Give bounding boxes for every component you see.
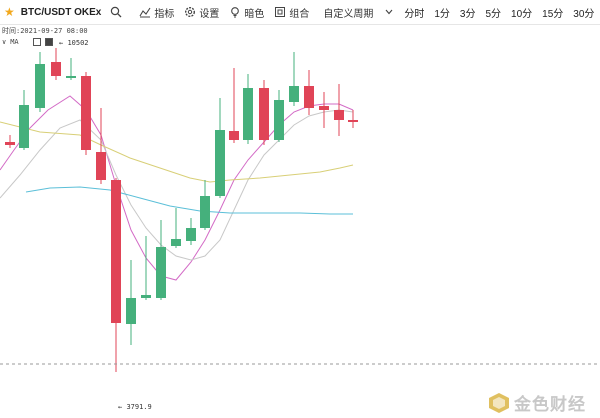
- search-button[interactable]: [105, 0, 130, 24]
- custom-period-button[interactable]: 自定义周期: [323, 8, 374, 20]
- ma-legend: ∨ MA: [2, 38, 53, 46]
- settings-label: 设置: [199, 8, 220, 20]
- period-10m[interactable]: 10分: [511, 8, 533, 20]
- layout-icon: [274, 6, 286, 18]
- candle-body: [96, 152, 106, 180]
- candle-body: [141, 295, 151, 298]
- candle[interactable]: [111, 178, 121, 372]
- candle-body: [215, 130, 225, 196]
- candle-body: [334, 110, 344, 120]
- candle[interactable]: [319, 92, 329, 128]
- period-30m[interactable]: 30分: [573, 8, 595, 20]
- candle-body: [304, 86, 314, 108]
- candle-body: [229, 131, 239, 140]
- period-timeline[interactable]: 分时: [404, 8, 425, 20]
- candle-body: [5, 142, 15, 145]
- candle-body: [126, 298, 136, 324]
- period-3m[interactable]: 3分: [459, 8, 476, 20]
- lightbulb-icon: [229, 6, 241, 18]
- ma-line: [25, 186, 353, 215]
- candle-body: [171, 239, 181, 246]
- candle-body: [200, 196, 210, 228]
- custom-period-dropdown[interactable]: [378, 0, 399, 24]
- search-icon: [110, 6, 122, 18]
- ma-collapse-icon[interactable]: ∨: [2, 38, 7, 46]
- candle[interactable]: [259, 80, 269, 145]
- symbol-title[interactable]: BTC/USDT OKEx: [20, 6, 102, 18]
- candle[interactable]: [243, 74, 253, 144]
- low-price-label: ← 3791.9: [118, 403, 152, 411]
- settings-button[interactable]: 设置: [179, 0, 224, 24]
- time-readout: 时间:2021-09-27 08:00: [2, 26, 88, 36]
- candle[interactable]: [304, 70, 314, 115]
- ma-settings-icon[interactable]: [32, 38, 41, 46]
- period-5m[interactable]: 5分: [485, 8, 502, 20]
- candle-body: [19, 105, 29, 148]
- ma-label: MA: [10, 38, 19, 46]
- candle-body: [66, 76, 76, 78]
- theme-label: 暗色: [244, 8, 265, 20]
- candle-body: [156, 247, 166, 298]
- candle[interactable]: [289, 52, 299, 106]
- indicator-chart-icon: [139, 6, 151, 18]
- candle-body: [186, 228, 196, 241]
- favorite-star-icon[interactable]: ★: [4, 5, 15, 19]
- ma-close-icon[interactable]: [44, 38, 53, 46]
- indicators-label: 指标: [154, 8, 175, 20]
- period-1m[interactable]: 1分: [434, 8, 450, 20]
- chevron-down-icon: [383, 6, 393, 18]
- candle-body: [289, 86, 299, 102]
- watermark-text: 金色财经: [514, 395, 586, 414]
- candle[interactable]: [156, 220, 166, 300]
- candle[interactable]: [126, 260, 136, 345]
- candle[interactable]: [141, 236, 151, 300]
- indicators-button[interactable]: 指标: [134, 0, 179, 24]
- candle[interactable]: [186, 218, 196, 245]
- candle-body: [81, 76, 91, 150]
- ma-line: [0, 121, 354, 183]
- candle[interactable]: [274, 90, 284, 142]
- candle-body: [259, 88, 269, 140]
- jinse-logo-icon: [489, 392, 509, 413]
- candle[interactable]: [200, 180, 210, 230]
- time-value: 2021-09-27 08:00: [20, 27, 88, 35]
- chart-toolbar: ★ BTC/USDT OKEx 指标 设置 暗色 组合 自定义周期: [0, 0, 600, 25]
- candle[interactable]: [171, 208, 181, 248]
- candle[interactable]: [81, 72, 91, 155]
- candle[interactable]: [35, 52, 45, 112]
- candle-body: [51, 62, 61, 76]
- candle[interactable]: [66, 58, 76, 80]
- candle[interactable]: [215, 98, 225, 198]
- candle-body: [35, 64, 45, 108]
- time-label: 时间:: [2, 27, 21, 35]
- candle-body: [274, 100, 284, 140]
- high-price-label: ← 10502: [59, 39, 89, 47]
- gear-icon: [184, 6, 196, 18]
- candle[interactable]: [229, 68, 239, 143]
- combo-button[interactable]: 组合: [269, 0, 314, 24]
- period-15m[interactable]: 15分: [542, 8, 564, 20]
- theme-button[interactable]: 暗色: [224, 0, 269, 24]
- combo-label: 组合: [289, 8, 310, 20]
- candle-body: [243, 88, 253, 140]
- watermark: 金色财经: [488, 390, 586, 415]
- candle[interactable]: [19, 90, 29, 150]
- candle[interactable]: [51, 48, 61, 80]
- ma-line: [0, 95, 354, 281]
- ma-line: [0, 109, 354, 261]
- candle[interactable]: [348, 110, 358, 128]
- candle-body: [111, 180, 121, 323]
- candle[interactable]: [96, 108, 106, 184]
- candle-body: [319, 106, 329, 110]
- candle[interactable]: [334, 84, 344, 136]
- candle-body: [348, 120, 358, 122]
- candle[interactable]: [5, 135, 15, 148]
